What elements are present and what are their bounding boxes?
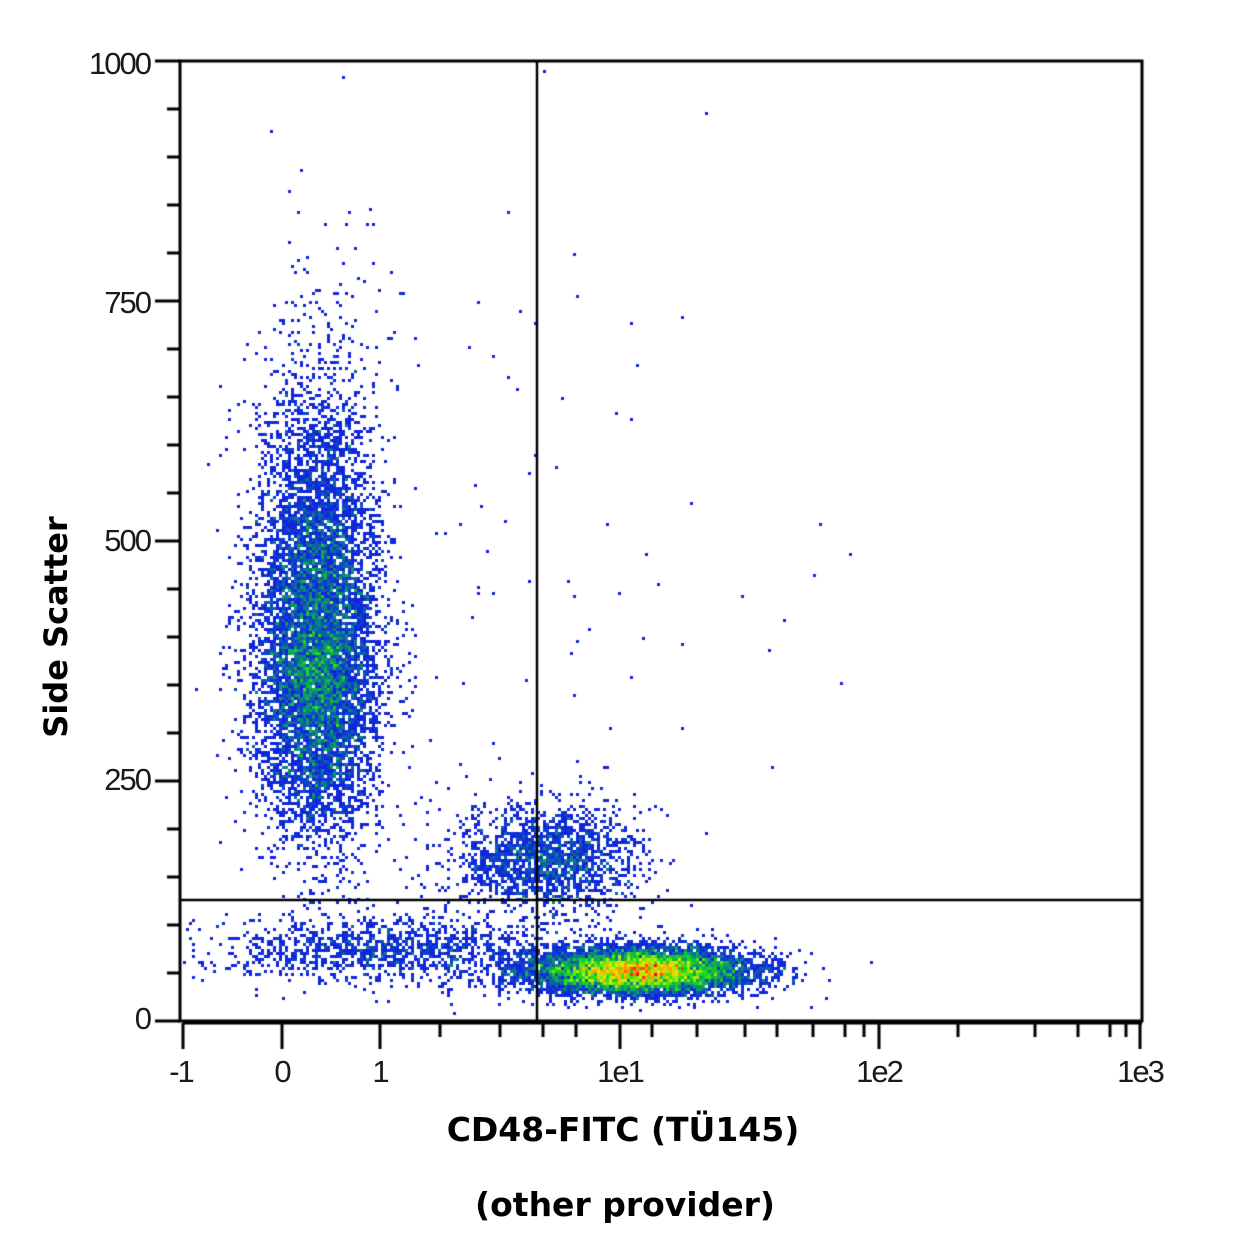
x-tick-label-1: 1	[372, 1054, 389, 1089]
x-axis-title: CD48-FITC (TÜ145)	[446, 1110, 800, 1149]
y-tick-label-0: 0	[134, 1001, 152, 1036]
y-axis-title: Side Scatter	[37, 516, 75, 738]
y-tick-label-750: 750	[104, 285, 152, 320]
y-tick-label-1000: 1000	[89, 46, 152, 81]
x-tick-label-neg1: -1	[169, 1054, 195, 1089]
x-tick-label-1e3: 1e3	[1117, 1054, 1165, 1089]
x-tick-label-0: 0	[274, 1054, 291, 1089]
x-tick-label-1e1: 1e1	[597, 1054, 645, 1089]
y-tick-label-500: 500	[104, 523, 152, 558]
x-axis-subtitle: (other provider)	[475, 1185, 775, 1224]
x-tick-label-1e2: 1e2	[856, 1054, 904, 1089]
y-tick-label-250: 250	[104, 762, 152, 797]
